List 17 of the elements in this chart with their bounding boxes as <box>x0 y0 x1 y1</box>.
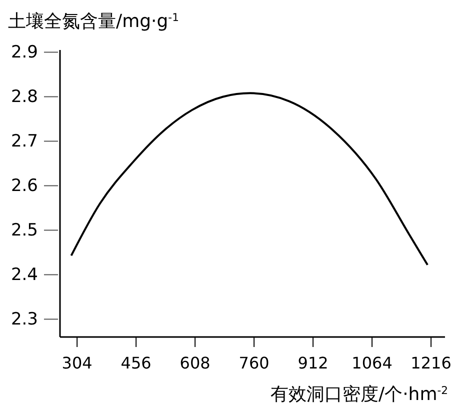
x-tick-label: 1216 <box>410 353 452 372</box>
line-series <box>70 92 429 266</box>
x-tick-label: 456 <box>120 353 152 372</box>
y-tick-label: 2.5 <box>10 220 38 241</box>
x-tick-label: 760 <box>238 353 270 372</box>
x-tick-label: 304 <box>62 353 92 372</box>
y-tick-label: 2.8 <box>10 87 38 108</box>
y-tick-label: 2.4 <box>10 265 38 286</box>
y-tick-label: 2.7 <box>10 132 38 152</box>
x-axis-title: 有效洞口密度/个·hm$^{-2}$ <box>270 384 448 405</box>
y-tick-label: 2.3 <box>10 310 38 330</box>
x-tick-label: 1064 <box>352 353 392 372</box>
x-tick-label: 912 <box>298 353 328 372</box>
x-tick-label: 608 <box>180 353 210 372</box>
y-axis-title: 土壤全氮含量/mg·g$^{-1}$ <box>8 10 179 32</box>
y-tick-label: 2.9 <box>10 42 38 63</box>
y-tick-label: 2.6 <box>10 176 38 196</box>
